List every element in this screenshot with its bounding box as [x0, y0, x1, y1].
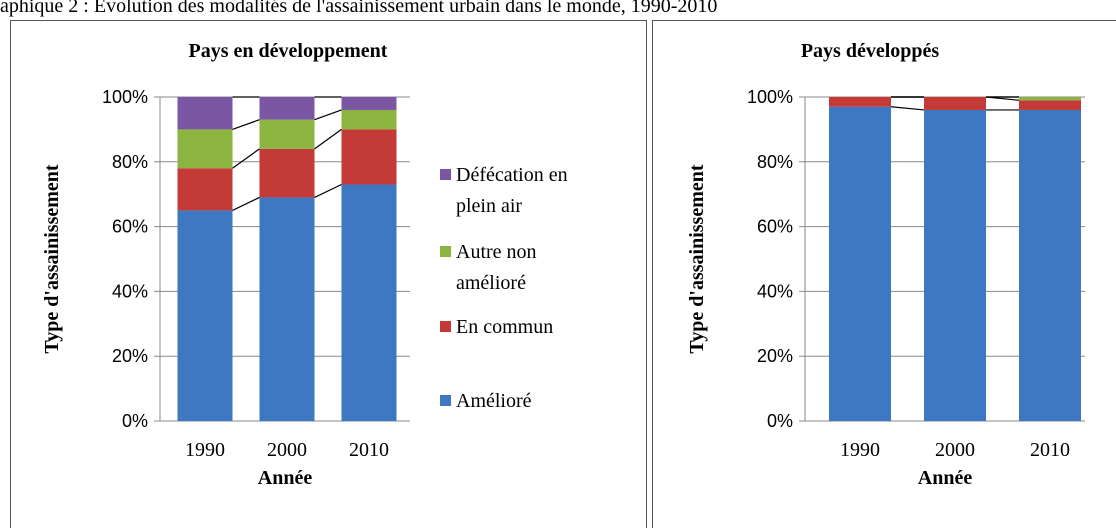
bar-segment — [259, 197, 315, 421]
y-tick-label: 0% — [122, 411, 148, 431]
legend-swatch — [440, 395, 451, 406]
y-tick-label: 40% — [757, 281, 793, 301]
bar-segment — [341, 184, 397, 421]
bar-segment — [259, 148, 315, 198]
x-axis-title: Année — [918, 467, 973, 489]
series-line — [232, 119, 260, 130]
bar-segment — [259, 119, 315, 149]
bar-segment — [829, 97, 891, 107]
legend-item: En commun — [440, 312, 606, 343]
legend-label: Amélioré — [456, 390, 532, 412]
y-tick-label: 100% — [747, 87, 793, 107]
x-tick-label: 2000 — [935, 439, 975, 461]
chart-title: Pays en développement — [189, 40, 388, 62]
panel-border — [10, 20, 647, 528]
bar-segment — [924, 97, 986, 110]
y-tick-label: 40% — [112, 281, 148, 301]
y-tick-label: 80% — [112, 152, 148, 172]
series-line — [232, 196, 260, 211]
y-tick-label: 20% — [112, 346, 148, 366]
bar-segment — [177, 210, 233, 421]
bar-segment — [1019, 97, 1081, 101]
y-tick-label: 100% — [102, 87, 148, 107]
y-tick-label: 80% — [757, 152, 793, 172]
y-axis-title: Type d'assainissement — [41, 164, 63, 353]
y-tick-label: 0% — [767, 411, 793, 431]
bar-segment — [1019, 109, 1081, 422]
series-line — [314, 183, 342, 198]
y-tick-label: 60% — [757, 217, 793, 237]
bar-segment — [177, 97, 233, 130]
bar-segment — [1019, 100, 1081, 110]
bar-segment — [341, 129, 397, 185]
legend-label: Autre non amélioré — [456, 241, 537, 294]
legend-swatch — [440, 321, 451, 332]
y-tick-label: 60% — [112, 217, 148, 237]
bar-segment — [177, 168, 233, 211]
legend-item: Défécation en plein air — [440, 160, 606, 222]
panel-border — [652, 20, 1116, 528]
chart-title: Pays développés — [801, 40, 940, 62]
bar-segment — [259, 97, 315, 120]
legend-item: Autre non amélioré — [440, 237, 606, 299]
x-tick-label: 2000 — [267, 439, 307, 461]
bar-segment — [341, 109, 397, 130]
series-line — [314, 128, 342, 150]
x-tick-label: 1990 — [840, 439, 880, 461]
legend-swatch — [440, 246, 451, 257]
y-tick-label: 20% — [757, 346, 793, 366]
bar-segment — [341, 97, 397, 110]
x-tick-label: 2010 — [349, 439, 389, 461]
caption: aphique 2 : Évolution des modalités de l… — [0, 0, 717, 17]
x-axis-title: Année — [258, 467, 313, 489]
x-tick-label: 2010 — [1030, 439, 1070, 461]
series-line — [232, 148, 260, 169]
bar-segment — [177, 129, 233, 169]
series-line — [890, 106, 925, 111]
bar-segment — [924, 109, 986, 422]
legend-swatch — [440, 169, 451, 180]
series-line — [314, 109, 342, 121]
legend-label: En commun — [456, 316, 554, 338]
legend-item: Amélioré — [440, 386, 606, 417]
bar-segment — [829, 106, 891, 421]
x-tick-label: 1990 — [185, 439, 225, 461]
y-axis-title: Type d'assainissement — [686, 164, 708, 353]
legend-label: Défécation en plein air — [456, 164, 568, 217]
